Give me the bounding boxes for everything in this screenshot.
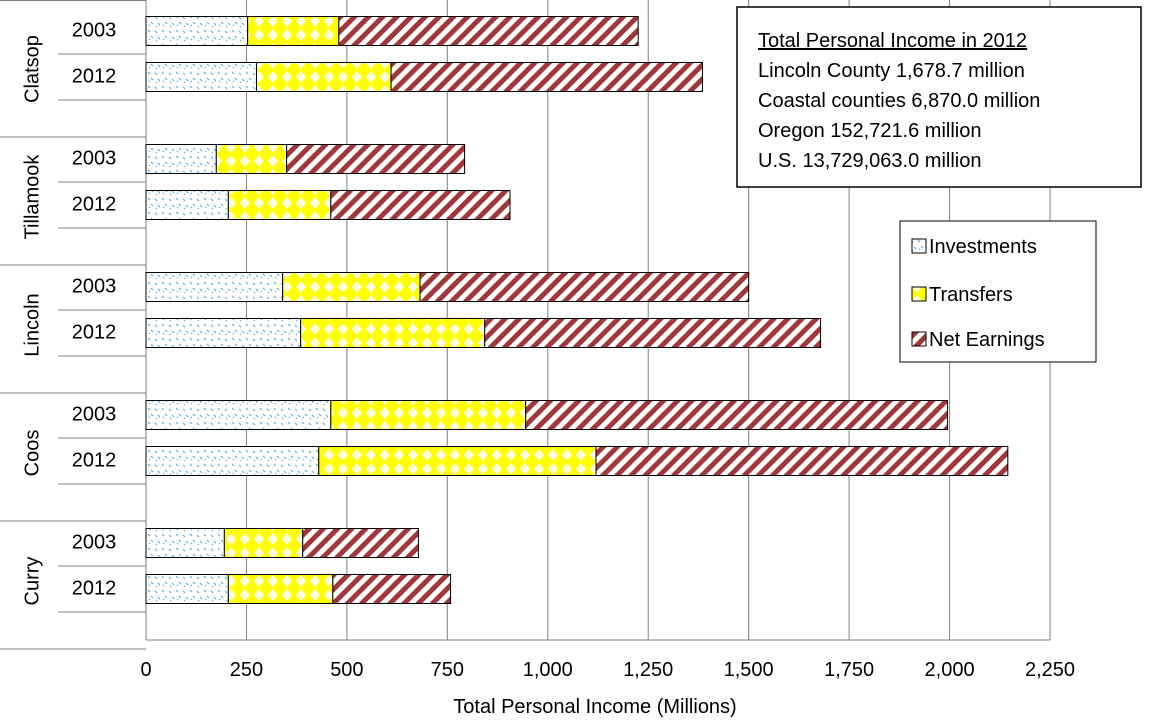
- bar-segment-net-earnings: [338, 16, 639, 46]
- bar-segment-transfers: [227, 574, 334, 604]
- x-tick-label: 1,750: [824, 659, 874, 681]
- bar-segment-transfers: [223, 528, 304, 558]
- bar-segment-transfers: [227, 190, 332, 220]
- bar-segment-net-earnings: [525, 400, 949, 430]
- bar-segment-transfers: [255, 62, 392, 92]
- bar-segment-transfers: [318, 446, 597, 476]
- bar-segment-transfers: [330, 400, 527, 430]
- bar-segment-investments: [145, 318, 302, 348]
- legend-label-transfers: Transfers: [929, 284, 1013, 306]
- year-label: 2012: [72, 321, 117, 343]
- bars: [145, 16, 1009, 604]
- bar-segment-investments: [145, 16, 249, 46]
- legend-label-net-earnings: Net Earnings: [929, 329, 1045, 351]
- y-axis-labels: Clatsop 2003 2012 Tillamook 2003 2012 Lincoln 2…: [21, 19, 116, 605]
- year-label: 2003: [72, 19, 117, 41]
- bar-segment-investments: [145, 528, 225, 558]
- x-tick-label: 500: [330, 659, 363, 681]
- x-tick-label: 2,250: [1025, 659, 1075, 681]
- bar-segment-investments: [145, 144, 217, 174]
- legend-swatch-investments: [911, 238, 927, 254]
- bar-segment-investments: [145, 62, 257, 92]
- bar-segment-net-earnings: [595, 446, 1009, 476]
- bar-segment-net-earnings: [332, 574, 452, 604]
- x-tick-label: 1,000: [523, 659, 573, 681]
- x-tick-label: 2,000: [925, 659, 975, 681]
- year-label: 2003: [72, 147, 117, 169]
- bar-segment-net-earnings: [390, 62, 703, 92]
- county-label: Coos: [21, 430, 43, 477]
- x-tick-label: 1,500: [724, 659, 774, 681]
- bar-segment-transfers: [282, 272, 421, 302]
- year-label: 2012: [72, 449, 117, 471]
- bar-segment-net-earnings: [286, 144, 466, 174]
- year-label: 2012: [72, 193, 117, 215]
- bar-segment-investments: [145, 190, 229, 220]
- bar-segment-investments: [145, 574, 229, 604]
- bar-segment-net-earnings: [302, 528, 419, 558]
- county-label: Curry: [21, 557, 43, 606]
- annotation-box: Total Personal Income in 2012 Lincoln Co…: [736, 6, 1142, 188]
- legend-label-investments: Investments: [929, 236, 1037, 258]
- county-label: Clatsop: [21, 35, 43, 103]
- county-label: Tillamook: [21, 154, 43, 240]
- bar-segment-investments: [145, 400, 332, 430]
- axis-frame: [0, 0, 1050, 650]
- year-label: 2012: [72, 65, 117, 87]
- bar-segment-transfers: [215, 144, 288, 174]
- x-tick-label: 250: [230, 659, 263, 681]
- annotation-line: Coastal counties 6,870.0 million: [758, 90, 1040, 112]
- year-label: 2003: [72, 275, 117, 297]
- year-label: 2003: [72, 403, 117, 425]
- bar-segment-transfers: [300, 318, 486, 348]
- county-label: Lincoln: [21, 293, 43, 356]
- bar-segment-net-earnings: [419, 272, 750, 302]
- annotation-title: Total Personal Income in 2012: [758, 30, 1027, 52]
- bar-segment-investments: [145, 272, 284, 302]
- year-label: 2003: [72, 531, 117, 553]
- year-label: 2012: [72, 577, 117, 599]
- bar-segment-net-earnings: [484, 318, 822, 348]
- legend-swatch-transfers: [911, 286, 927, 302]
- annotation-line: U.S. 13,729,063.0 million: [758, 150, 981, 172]
- x-axis-title: Total Personal Income (Millions): [453, 696, 736, 718]
- x-tick-label: 0: [140, 659, 151, 681]
- bar-segment-net-earnings: [330, 190, 511, 220]
- x-axis-tick-labels: 0 250 500 750 1,000 1,250 1,500 1,750 2,000 2,250: [140, 659, 1075, 681]
- annotation-line: Lincoln County 1,678.7 million: [758, 60, 1025, 82]
- x-tick-label: 750: [431, 659, 464, 681]
- bar-segment-transfers: [247, 16, 340, 46]
- legend: Investments Transfers Net Earnings: [899, 220, 1097, 363]
- annotation-line: Oregon 152,721.6 million: [758, 120, 981, 142]
- bar-segment-investments: [145, 446, 320, 476]
- legend-swatch-net-earnings: [911, 331, 927, 347]
- x-tick-label: 1,250: [623, 659, 673, 681]
